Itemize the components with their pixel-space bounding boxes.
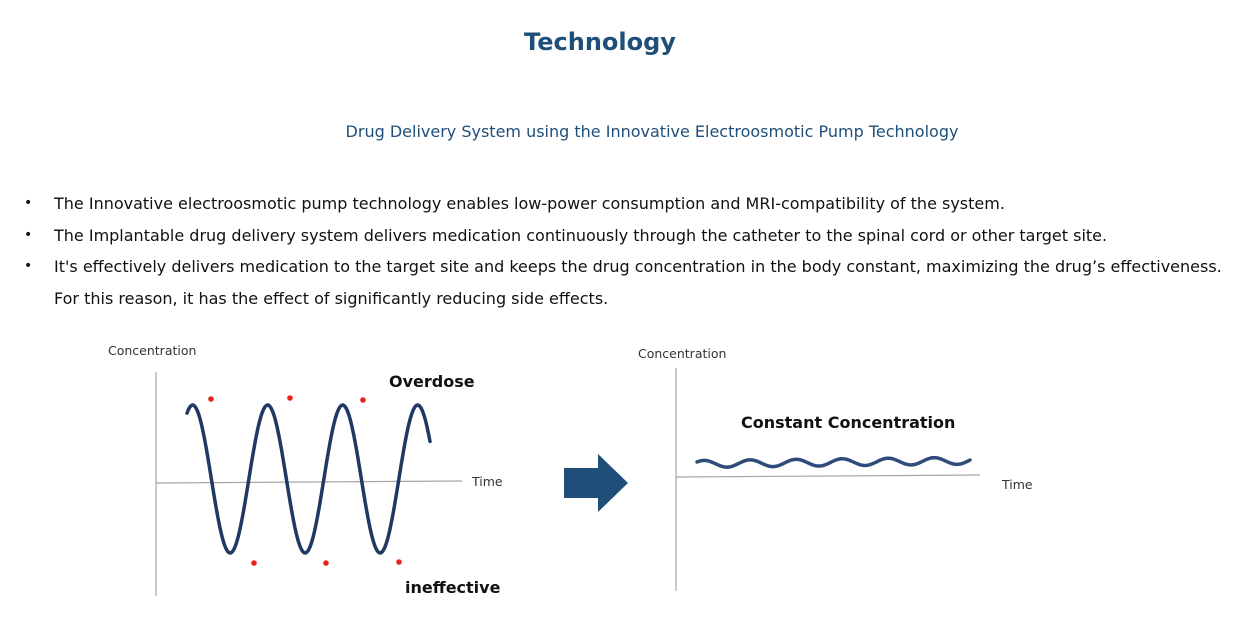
dose-marker — [323, 560, 329, 566]
right-x-axis — [675, 474, 981, 478]
left-x-axis-label: Time — [472, 474, 503, 489]
constant-concentration-curve — [695, 455, 972, 469]
bullet-dot-icon: • — [24, 226, 33, 243]
dose-marker — [251, 560, 257, 566]
left-x-axis — [155, 480, 463, 484]
bullet-text: The Innovative electroosmotic pump techn… — [54, 194, 1005, 213]
dose-markers — [208, 395, 402, 566]
bullet-dot-icon: • — [24, 258, 33, 274]
bullet-item: • The Innovative electroosmotic pump tech… — [22, 188, 1222, 220]
dose-marker — [396, 559, 402, 565]
bullet-text: It's effectively delivers medication to … — [54, 257, 1222, 308]
dose-marker — [287, 395, 293, 401]
overdose-label: Overdose — [389, 372, 475, 391]
page-subtitle: Drug Delivery System using the Innovativ… — [345, 122, 959, 141]
fluctuating-concentration-curve — [185, 403, 432, 555]
right-y-axis-label: Concentration — [638, 346, 727, 361]
right-x-axis-label: Time — [1002, 477, 1033, 492]
bullet-text: The Implantable drug delivery system del… — [54, 225, 1108, 245]
bullet-dot-icon: • — [24, 195, 33, 211]
page-title: Technology — [524, 28, 676, 56]
dose-marker — [360, 397, 366, 403]
bullet-item: • It's effectively delivers medication to… — [22, 251, 1222, 314]
ineffective-label: ineffective — [405, 578, 501, 597]
dose-marker — [208, 396, 214, 402]
right-arrow-icon — [564, 454, 628, 512]
constant-concentration-label: Constant Concentration — [741, 413, 956, 432]
left-y-axis-label: Concentration — [108, 343, 197, 358]
bullet-item: • The Implantable drug delivery system de… — [22, 220, 1222, 252]
bullet-list: • The Innovative electroosmotic pump tech… — [22, 188, 1222, 314]
